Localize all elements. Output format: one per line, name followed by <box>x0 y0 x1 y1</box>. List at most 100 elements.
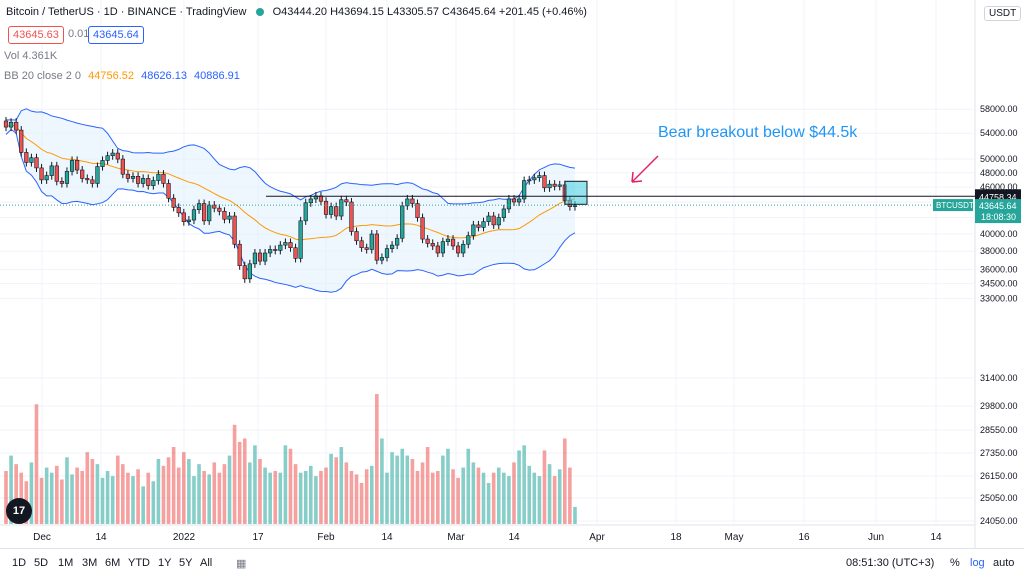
candle-body <box>186 219 191 222</box>
candle-body <box>308 198 313 204</box>
candle-body <box>90 179 95 184</box>
volume-bar <box>547 464 552 524</box>
volume-bar <box>85 452 90 524</box>
level-price-label: 44758.34 <box>979 192 1017 202</box>
volume-bar <box>4 470 8 524</box>
candle-body <box>542 175 547 189</box>
time-tick-label: 17 <box>252 532 264 543</box>
candle-body <box>75 160 80 171</box>
bb-upper-value: 48626.13 <box>141 70 187 82</box>
volume-bar <box>364 469 369 524</box>
clock[interactable]: 08:51:30 (UTC+3) <box>846 557 935 569</box>
candle-body <box>298 220 303 259</box>
candle-body <box>415 203 420 218</box>
candle-body <box>100 160 105 167</box>
candle-body <box>273 249 278 251</box>
volume-bar <box>303 470 308 524</box>
candle-body <box>222 210 227 220</box>
date-range-icon[interactable]: ▦ <box>236 558 247 570</box>
candle-body <box>130 175 136 179</box>
candle-body <box>146 178 151 186</box>
volume-bar <box>410 459 415 524</box>
auto-toggle[interactable]: auto <box>993 557 1015 569</box>
log-toggle[interactable]: log <box>970 557 985 569</box>
volume-bar <box>39 477 44 524</box>
candle-body <box>64 171 70 184</box>
price-tick-label: 36000.00 <box>980 264 1018 274</box>
candle-body <box>14 121 19 131</box>
timeframe-5y[interactable]: 5Y <box>179 557 193 569</box>
volume-bar <box>456 477 460 524</box>
volume-bar <box>232 424 237 524</box>
bottom-toolbar: 1D 5D 1M 3M 6M YTD 1Y 5Y All ▦ 08:51:30 … <box>0 548 1024 577</box>
candle-body <box>552 183 557 187</box>
volume-bar <box>405 455 410 524</box>
volume-bar <box>354 474 359 524</box>
volume-bar <box>65 457 69 524</box>
volume-bar <box>309 465 313 524</box>
candle-body <box>141 178 146 184</box>
volume-bar <box>242 438 247 524</box>
price-tick-label: 34500.00 <box>980 279 1018 289</box>
volume-bar <box>9 455 13 524</box>
volume-bar <box>537 476 542 524</box>
buy-button[interactable]: 43645.64 <box>88 26 144 44</box>
volume-bar <box>420 462 425 524</box>
timeframe-all[interactable]: All <box>200 557 213 569</box>
currency-button[interactable]: USDT <box>984 6 1022 21</box>
volume-bar <box>334 457 338 524</box>
volume-bar <box>212 462 217 524</box>
volume-bar <box>319 470 323 524</box>
timeframe-1y[interactable]: 1Y <box>158 557 172 569</box>
volume-bar <box>568 467 572 524</box>
candle-body <box>24 152 29 163</box>
volume-bar <box>197 464 201 524</box>
candle-body <box>262 252 268 262</box>
candle-body <box>501 208 506 218</box>
volume-legend[interactable]: Vol 4.361K <box>4 50 58 62</box>
price-tick-label: 54000.00 <box>980 128 1018 138</box>
chart-annotation: Bear breakout below $44.5k <box>658 124 858 141</box>
candle-body <box>471 224 476 236</box>
candle-body <box>39 167 44 181</box>
candle-body <box>481 221 486 228</box>
candle-body <box>181 212 186 222</box>
volume-bar <box>517 450 521 524</box>
volume-bar <box>222 464 227 524</box>
candle-body <box>303 202 308 222</box>
percent-toggle[interactable]: % <box>950 557 960 569</box>
candle-body <box>161 173 166 184</box>
volume-bar <box>563 438 567 524</box>
timeframe-3m[interactable]: 3M <box>82 557 98 569</box>
timeframe-1m[interactable]: 1M <box>58 557 74 569</box>
volume-bar <box>182 452 186 524</box>
volume-bar <box>400 448 405 524</box>
ohlc-readout: O43444.20 H43694.15 L43305.57 C43645.64 … <box>272 6 587 18</box>
volume-bar <box>446 448 450 524</box>
candle-body <box>532 177 537 181</box>
volume-bar <box>70 474 74 524</box>
volume-bar <box>542 450 547 524</box>
candle-body <box>202 203 207 222</box>
volume-bar <box>349 470 354 524</box>
candle-body <box>207 204 212 222</box>
bollinger-legend[interactable]: BB 20 close 2 0 44756.52 48626.13 40886.… <box>4 70 240 82</box>
volume-bar <box>573 506 577 524</box>
volume-bar <box>502 472 506 524</box>
symbol-title[interactable]: Bitcoin / TetherUS · 1D · BINANCE · Trad… <box>6 6 247 18</box>
price-tick-label: 38000.00 <box>980 246 1018 256</box>
volume-bar <box>522 445 526 524</box>
candle-body <box>425 238 430 244</box>
breakout-box <box>564 180 588 205</box>
price-tick-label: 29800.00 <box>980 401 1018 411</box>
price-chart[interactable]: 58000.00 54000.00 50000.00 48000.00 46000.00… <box>0 0 1024 548</box>
timeframe-6m[interactable]: 6M <box>105 557 121 569</box>
candle-body <box>450 238 456 247</box>
candle-body <box>232 215 237 245</box>
volume-bar <box>187 459 191 524</box>
sell-button[interactable]: 43645.63 <box>8 26 64 44</box>
timeframe-5d[interactable]: 5D <box>34 557 49 569</box>
bb-basis-value: 44756.52 <box>88 70 135 82</box>
timeframe-ytd[interactable]: YTD <box>128 557 150 569</box>
timeframe-1d[interactable]: 1D <box>12 557 27 569</box>
